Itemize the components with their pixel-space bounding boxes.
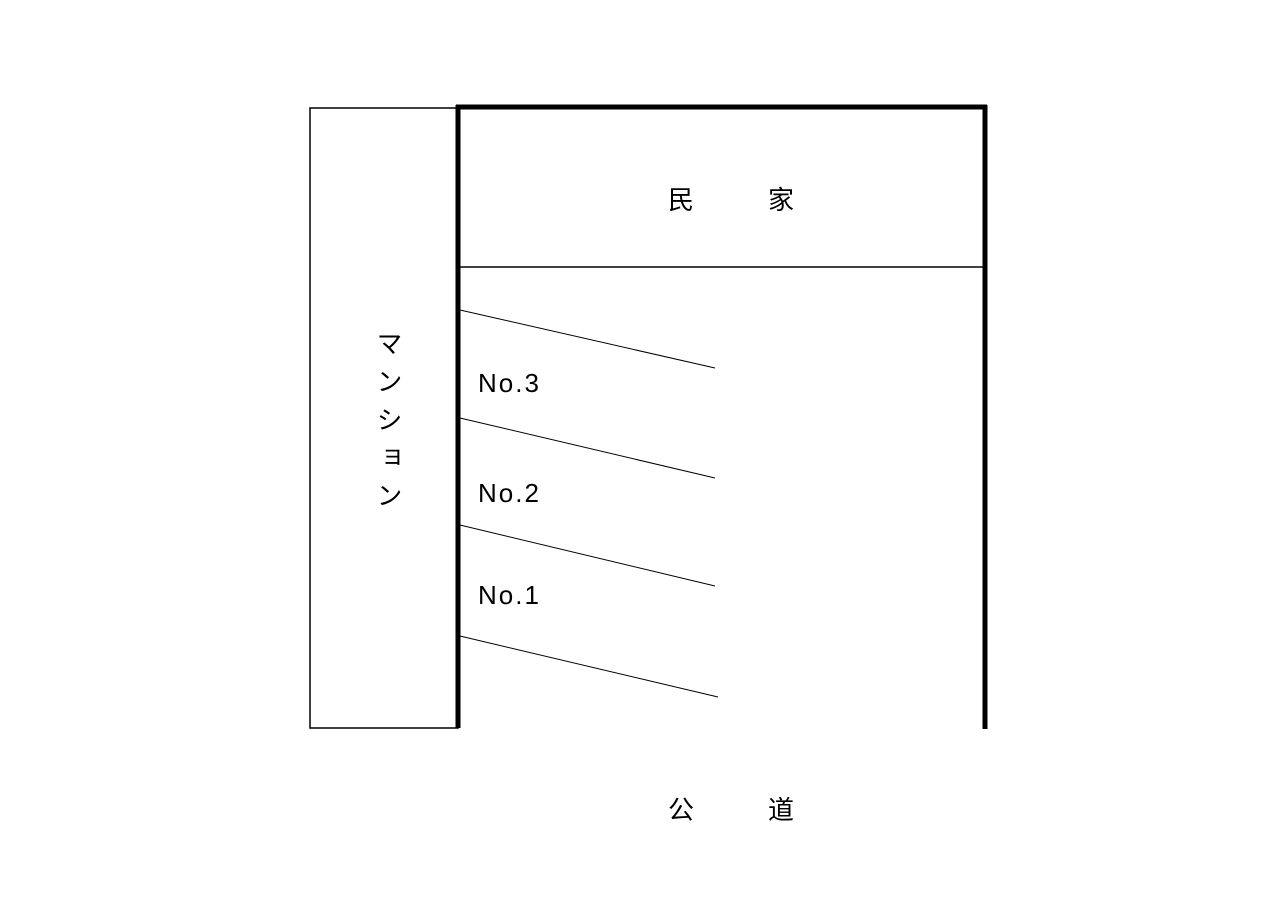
parking-line-1 <box>460 636 718 697</box>
mansion-label: マンション <box>370 330 407 520</box>
parking-line-3 <box>460 418 715 478</box>
parking-line-4 <box>460 310 715 368</box>
parking-diagram <box>0 0 1280 905</box>
slot-2-label: No.2 <box>478 478 541 509</box>
slot-3-label: No.3 <box>478 368 541 399</box>
road-label: 公 道 <box>668 790 818 827</box>
minka-label: 民 家 <box>668 180 818 217</box>
slot-1-label: No.1 <box>478 580 541 611</box>
parking-line-2 <box>460 525 715 586</box>
